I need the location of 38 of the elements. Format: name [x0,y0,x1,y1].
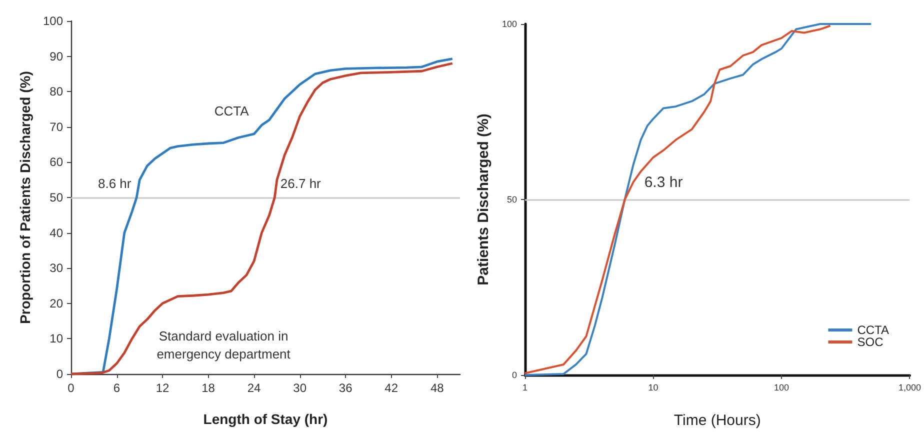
y-tick-label: 0 [512,370,517,380]
y-tick-label: 100 [502,19,517,29]
x-tick-label: 10 [648,382,658,392]
y-tick-label: 50 [50,190,64,204]
y-tick-label: 0 [56,367,64,381]
x-tick-label: 18 [202,381,216,395]
x-tick-label: 42 [384,381,398,395]
y-tick-label: 20 [50,296,64,310]
legend-label: CCTA [857,323,890,337]
y-axis-title: Proportion of Patients Discharged (%) [17,71,34,324]
x-tick-label: 100 [774,382,790,392]
y-tick-label: 100 [42,14,64,28]
annotation: 6.3 hr [644,174,683,191]
y-tick-label: 40 [50,226,64,240]
y-tick-label: 10 [50,332,64,346]
y-axis-title: Patients Discharged (%) [475,114,492,286]
series-label: CCTA [214,103,250,118]
x-tick-label: 0 [68,381,75,395]
y-tick-label: 70 [50,120,64,134]
y-tick-label: 50 [506,194,517,204]
x-tick-label: 30 [293,381,307,395]
x-axis-title: Length of Stay (hr) [203,411,328,427]
x-tick-label: 1 [522,382,528,392]
x-tick-label: 1,000 [898,382,922,392]
x-tick-label: 24 [247,381,262,395]
x-axis-title: Time (Hours) [674,412,761,429]
y-tick-label: 60 [50,155,64,170]
y-tick-label: 80 [50,84,64,99]
legend-label: SOC [857,335,884,349]
x-tick-label: 36 [338,381,353,395]
annotation: 8.6 hr [98,176,132,191]
y-tick-label: 90 [50,49,64,64]
annotation: 26.7 hr [280,176,322,191]
x-tick-label: 48 [430,381,444,395]
x-tick-label: 12 [156,381,170,395]
x-tick-label: 6 [113,381,120,395]
y-tick-label: 30 [50,261,64,276]
series-label: Standard evaluation in emergency department [156,328,291,362]
